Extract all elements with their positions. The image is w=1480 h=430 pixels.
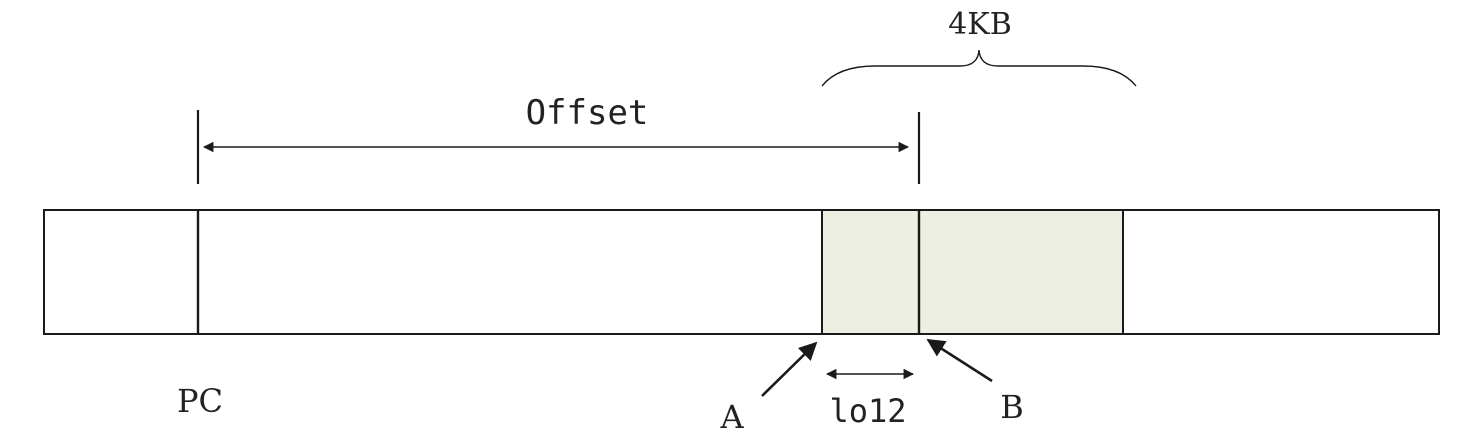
page-size-brace (821, 49, 1137, 87)
page-region (821, 209, 1124, 335)
pointer-a-arrow (761, 341, 818, 397)
memory-bar (43, 209, 1440, 335)
page-size-label: 4KB (948, 7, 1012, 42)
pointer-b-label: B (1000, 388, 1024, 426)
pc-label: PC (177, 382, 223, 420)
offset-label: Offset (526, 93, 649, 133)
lo12-label: lo12 (829, 392, 906, 430)
pointer-b-arrow (926, 338, 993, 383)
pointer-a-label: A (719, 398, 744, 430)
